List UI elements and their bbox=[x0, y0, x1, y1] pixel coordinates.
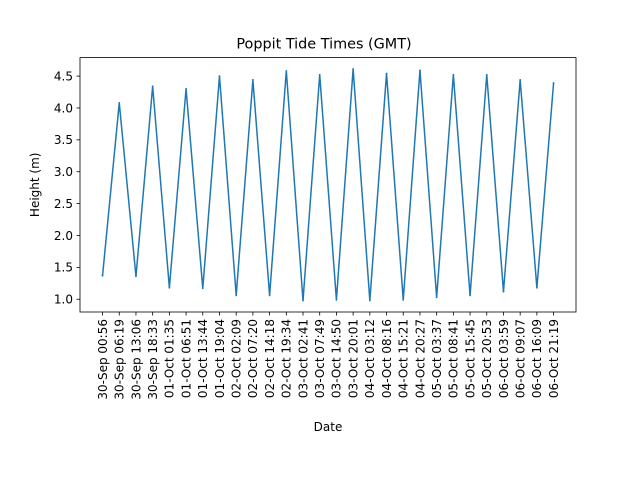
data-point bbox=[185, 87, 187, 90]
x-tick-label: 30-Sep 13:06 bbox=[129, 319, 143, 400]
x-tick-label: 03-Oct 02:41 bbox=[296, 319, 310, 398]
series-line bbox=[101, 68, 555, 302]
x-tick-label: 05-Oct 08:41 bbox=[447, 319, 461, 398]
data-point bbox=[135, 275, 137, 278]
data-point bbox=[285, 70, 288, 72]
x-tick-label: 06-Oct 03:59 bbox=[497, 319, 511, 398]
data-point bbox=[502, 290, 505, 293]
x-tick-label: 03-Oct 20:01 bbox=[346, 319, 360, 398]
data-point bbox=[168, 286, 171, 289]
x-tick-label: 01-Oct 06:51 bbox=[179, 319, 193, 398]
x-tick-label: 06-Oct 09:07 bbox=[513, 319, 527, 398]
y-axis: 1.0 1.5 2.0 2.5 3.0 3.5 4.0 4.5 bbox=[54, 69, 80, 307]
x-tick-label: 02-Oct 19:34 bbox=[280, 319, 294, 398]
x-axis-title: Date bbox=[314, 420, 343, 434]
data-point bbox=[151, 85, 154, 88]
y-tick-label: 4.5 bbox=[54, 69, 73, 83]
data-point bbox=[251, 79, 254, 81]
data-point bbox=[485, 73, 488, 76]
data-point bbox=[218, 75, 221, 77]
data-point bbox=[452, 73, 455, 76]
data-point bbox=[368, 299, 371, 302]
y-tick-label: 3.5 bbox=[54, 133, 73, 147]
data-point bbox=[201, 287, 204, 290]
x-axis: 30-Sep 00:56 30-Sep 06:19 30-Sep 13:06 30-S… bbox=[96, 312, 561, 400]
data-point bbox=[519, 79, 522, 81]
data-point bbox=[469, 294, 471, 297]
x-tick-label: 06-Oct 16:09 bbox=[530, 319, 544, 398]
data-point bbox=[268, 294, 271, 297]
x-tick-label: 01-Oct 19:04 bbox=[213, 319, 227, 398]
x-tick-label: 30-Sep 18:33 bbox=[146, 319, 160, 400]
x-tick-label: 04-Oct 20:27 bbox=[413, 319, 427, 398]
data-point bbox=[118, 101, 121, 104]
x-tick-label: 01-Oct 01:35 bbox=[163, 319, 177, 398]
y-tick-label: 4.0 bbox=[54, 101, 73, 115]
y-tick-label: 1.5 bbox=[54, 261, 73, 275]
data-point bbox=[235, 294, 238, 297]
x-tick-label: 03-Oct 14:50 bbox=[330, 319, 344, 398]
data-point bbox=[352, 68, 355, 70]
x-tick-label: 01-Oct 13:44 bbox=[196, 319, 210, 398]
x-tick-label: 06-Oct 21:19 bbox=[547, 319, 561, 398]
data-point bbox=[101, 274, 104, 277]
data-point bbox=[385, 72, 388, 75]
x-tick-label: 05-Oct 03:37 bbox=[430, 319, 444, 398]
x-tick-label: 04-Oct 03:12 bbox=[363, 319, 377, 398]
plot-frame bbox=[79, 57, 577, 313]
data-point bbox=[435, 296, 438, 299]
data-point bbox=[335, 298, 338, 301]
x-tick-label: 02-Oct 14:18 bbox=[263, 319, 277, 398]
data-point bbox=[302, 299, 304, 302]
x-tick-label: 30-Sep 06:19 bbox=[113, 319, 127, 400]
data-point bbox=[552, 82, 555, 84]
data-point bbox=[402, 298, 405, 301]
x-tick-label: 05-Oct 20:53 bbox=[480, 319, 494, 398]
y-tick-label: 2.0 bbox=[54, 229, 73, 243]
y-axis-title: Height (m) bbox=[28, 153, 42, 218]
y-tick-label: 1.0 bbox=[54, 293, 73, 307]
x-tick-label: 04-Oct 15:21 bbox=[397, 319, 411, 398]
y-tick-label: 3.0 bbox=[54, 165, 73, 179]
data-point bbox=[318, 73, 321, 76]
data-point bbox=[535, 286, 538, 289]
x-tick-label: 04-Oct 08:16 bbox=[380, 319, 394, 398]
x-tick-label: 03-Oct 07:49 bbox=[313, 319, 327, 398]
x-tick-label: 02-Oct 07:20 bbox=[246, 319, 260, 398]
x-tick-label: 30-Sep 00:56 bbox=[96, 319, 110, 400]
chart-title: Poppit Tide Times (GMT) bbox=[236, 37, 411, 53]
x-tick-label: 02-Oct 02:09 bbox=[229, 319, 243, 398]
x-tick-label: 05-Oct 15:45 bbox=[463, 319, 477, 398]
plot-area bbox=[101, 68, 555, 302]
y-tick-label: 2.5 bbox=[54, 197, 73, 211]
data-point bbox=[419, 69, 421, 72]
